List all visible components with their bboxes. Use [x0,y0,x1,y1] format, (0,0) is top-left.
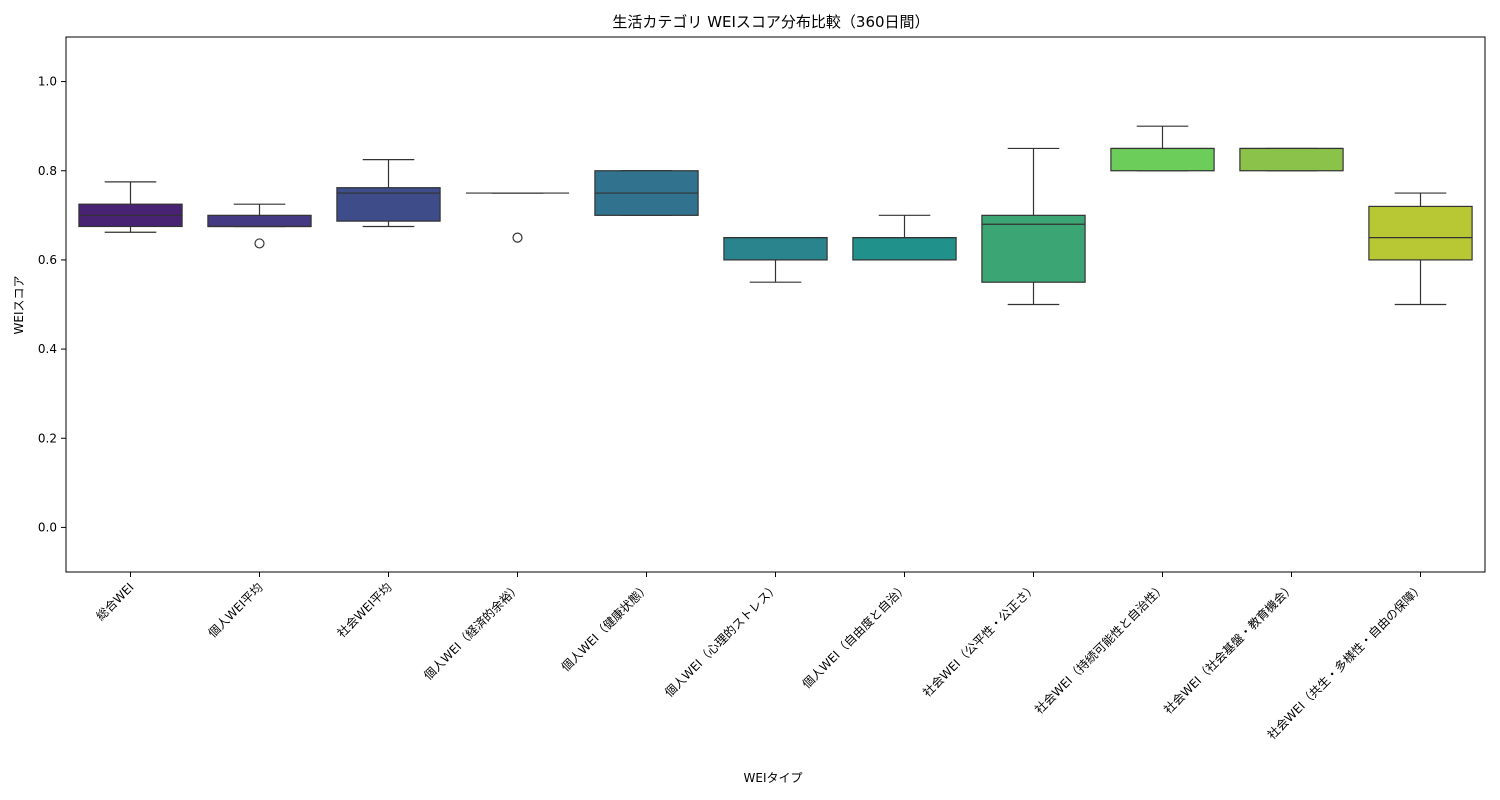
box [723,237,828,261]
x-tick-label: 個人WEI（心理的ストレス） [661,580,781,700]
y-tick-label: 0.8 [38,164,57,178]
y-tick-label: 0.0 [38,520,57,534]
y-tick-label: 1.0 [38,75,57,89]
box [981,214,1086,283]
x-tick-label: 個人WEI平均 [206,580,266,640]
outlier-point [512,232,523,243]
chart-title: 生活カテゴリ WEIスコア分布比較（360日間） [612,13,929,31]
plot-area [78,125,1473,306]
plot-frame [65,36,1486,573]
x-tick-label: 社会WEI（持続可能性と自治性） [1031,580,1168,717]
x-tick-label: 社会WEI（公平性・公正さ） [919,580,1039,700]
x-tick-label: 社会WEI（共生・多様性・自由の保障） [1264,580,1427,743]
y-tick-label: 0.6 [38,253,57,267]
box [1110,147,1215,172]
box [207,214,312,228]
box [1239,147,1344,172]
x-tick-label: 個人WEI（自由度と自治） [799,580,911,692]
y-axis-label: WEIスコア [12,276,26,335]
x-axis-label: WEIタイプ [744,771,803,785]
x-tick-label: 社会WEI平均 [334,580,395,641]
outlier-point [254,238,265,249]
box [1368,205,1473,261]
box [852,237,957,261]
y-tick-label: 0.2 [38,431,57,445]
y-tick-label: 0.4 [38,342,57,356]
x-tick-label: 総合WEI [93,580,137,624]
x-tick-label: 個人WEI（経済的余裕） [420,580,523,683]
x-tick-label: 社会WEI（社会基盤・教育機会） [1160,580,1297,717]
x-tick-label: 個人WEI（健康状態） [558,580,653,675]
